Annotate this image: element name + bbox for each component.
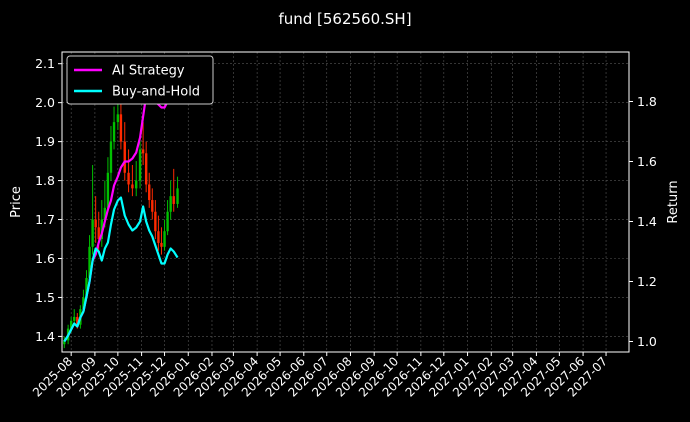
candle-body bbox=[97, 227, 100, 240]
candle-body bbox=[144, 153, 148, 185]
right-axis-label: Return bbox=[666, 180, 681, 223]
candle-body bbox=[82, 297, 85, 310]
candle-body bbox=[157, 231, 160, 243]
plot-frame bbox=[61, 51, 630, 353]
legend-box bbox=[66, 55, 214, 105]
left-tick-label: 1.9 bbox=[35, 134, 55, 149]
candle-body bbox=[160, 242, 163, 247]
candle-body bbox=[76, 316, 79, 325]
candle-body bbox=[172, 196, 175, 204]
left-axis-label: Price bbox=[9, 186, 24, 218]
buy-and-hold-line bbox=[63, 196, 179, 343]
right-tick-label: 1.8 bbox=[637, 94, 657, 109]
right-tick-label: 1.2 bbox=[637, 274, 657, 289]
line-series bbox=[63, 56, 179, 343]
legend-buy-and-hold-label: Buy-and-Hold bbox=[112, 85, 200, 100]
candle-body bbox=[154, 211, 157, 232]
left-tick-label: 1.6 bbox=[35, 251, 55, 266]
candle-body bbox=[63, 340, 66, 345]
candle-body bbox=[109, 141, 113, 173]
candle-body bbox=[88, 246, 91, 278]
candle-body bbox=[112, 122, 116, 142]
candle-body bbox=[176, 188, 179, 204]
candle-body bbox=[85, 277, 88, 298]
candle-body bbox=[166, 211, 169, 232]
right-axis-ticks: 1.0 1.2 1.4 1.6 1.8 bbox=[629, 94, 657, 349]
candle-body bbox=[163, 231, 166, 247]
candle-body bbox=[141, 149, 145, 154]
left-tick-label: 1.7 bbox=[35, 212, 55, 227]
candle-body bbox=[119, 114, 123, 142]
candle-body bbox=[106, 172, 110, 208]
right-tick-label: 1.4 bbox=[637, 214, 657, 229]
candle-body bbox=[151, 200, 154, 212]
candle-body bbox=[123, 141, 126, 173]
candle-body bbox=[135, 180, 138, 189]
left-axis-ticks: 1.4 1.5 1.6 1.7 1.8 1.9 2.0 2.1 bbox=[35, 56, 62, 344]
candle-body bbox=[138, 149, 142, 181]
right-tick-label: 1.0 bbox=[637, 334, 657, 349]
candle-body bbox=[91, 219, 94, 247]
candle-body bbox=[116, 114, 120, 123]
left-tick-label: 1.8 bbox=[35, 173, 55, 188]
legend-ai-strategy-label: AI Strategy bbox=[112, 64, 185, 79]
chart-title: fund [562560.SH] bbox=[278, 10, 411, 28]
candle-body bbox=[169, 196, 172, 212]
candle-body bbox=[131, 184, 134, 189]
left-tick-label: 1.4 bbox=[35, 329, 55, 344]
legend: AI Strategy Buy-and-Hold bbox=[66, 55, 214, 105]
candle-body bbox=[69, 320, 73, 329]
left-tick-label: 1.5 bbox=[35, 290, 55, 305]
candle-body bbox=[103, 207, 107, 220]
candle-body bbox=[73, 316, 76, 321]
candle-body bbox=[148, 184, 151, 201]
left-tick-label: 2.0 bbox=[35, 95, 55, 110]
left-tick-label: 2.1 bbox=[35, 56, 55, 71]
right-tick-label: 1.6 bbox=[637, 154, 657, 169]
candle-body bbox=[94, 219, 97, 228]
candle-body bbox=[127, 172, 130, 185]
